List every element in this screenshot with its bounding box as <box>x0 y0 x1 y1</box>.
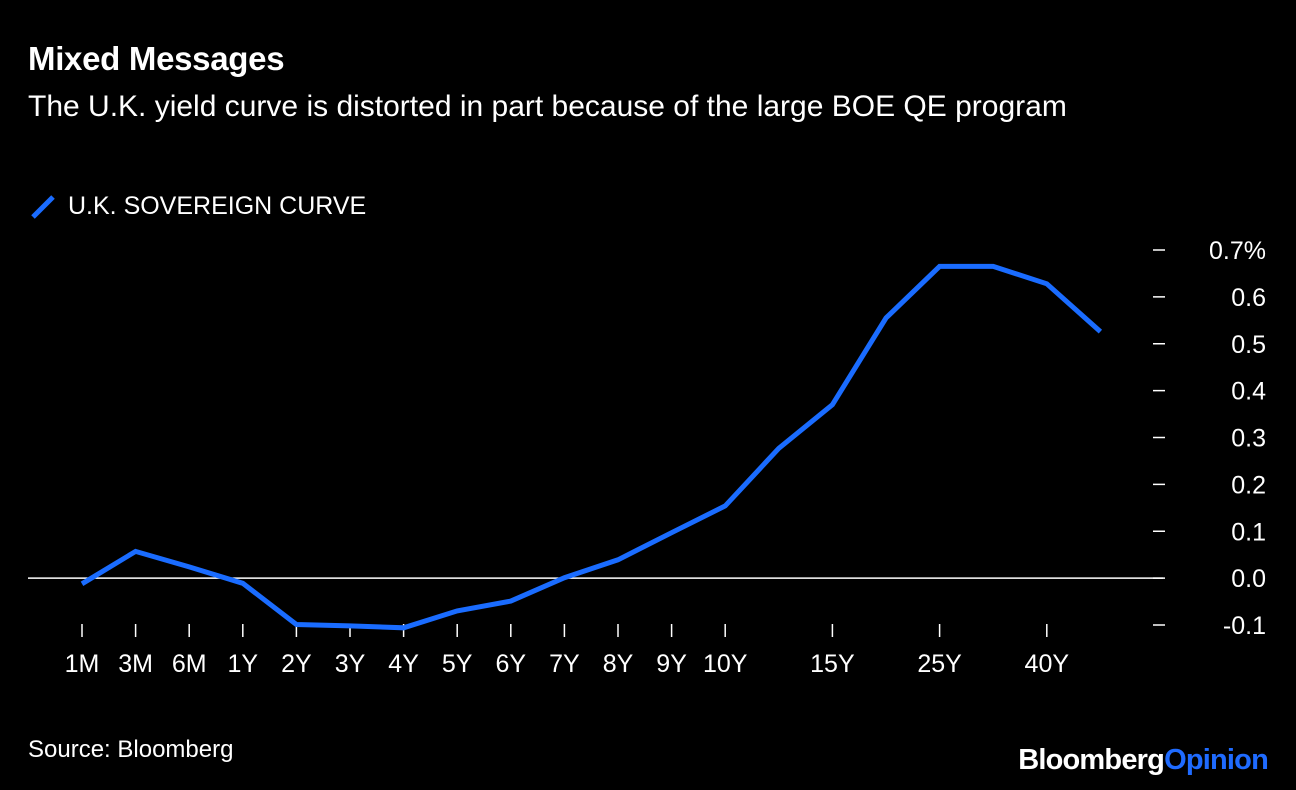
x-tick-label: 3M <box>118 650 153 678</box>
y-tick-label: 0.4 <box>1231 378 1266 406</box>
x-tick-label: 15Y <box>810 650 855 678</box>
y-tick-label: 0.6 <box>1231 284 1266 312</box>
y-tick-label: 0.5 <box>1231 331 1266 359</box>
x-tick-label: 1Y <box>228 650 259 678</box>
y-tick-label: 0.0 <box>1231 565 1266 593</box>
x-tick-label: 2Y <box>281 650 312 678</box>
x-tick-label: 5Y <box>442 650 473 678</box>
y-tick-label: 0.3 <box>1231 425 1266 453</box>
x-tick-label: 25Y <box>917 650 962 678</box>
source-note: Source: Bloomberg <box>28 736 234 763</box>
legend-label: U.K. SOVEREIGN CURVE <box>68 192 367 220</box>
x-tick-label: 7Y <box>549 650 580 678</box>
x-tick-label: 6Y <box>496 650 527 678</box>
y-tick-label: 0.2 <box>1231 471 1266 499</box>
x-tick-label: 8Y <box>603 650 634 678</box>
y-tick-label: 0.1 <box>1231 518 1266 546</box>
series-line-uk-sovereign-curve <box>80 263 1103 631</box>
chart-title: Mixed Messages <box>28 40 285 77</box>
brand-logo: BloombergOpinion <box>1018 744 1269 776</box>
x-tick-label: 40Y <box>1025 650 1070 678</box>
y-tick-label: 0.7% <box>1209 237 1266 265</box>
x-tick-label: 1M <box>65 650 100 678</box>
x-tick-label: 4Y <box>388 650 419 678</box>
legend: U.K. SOVEREIGN CURVE <box>30 192 366 221</box>
y-tick-label: -0.1 <box>1223 612 1266 640</box>
chart-subtitle: The U.K. yield curve is distorted in par… <box>28 90 1067 123</box>
x-tick-label: 6M <box>172 650 207 678</box>
x-tick-label: 3Y <box>335 650 366 678</box>
x-tick-label: 9Y <box>656 650 687 678</box>
legend-swatch-icon <box>31 194 55 219</box>
x-tick-label: 10Y <box>703 650 748 678</box>
